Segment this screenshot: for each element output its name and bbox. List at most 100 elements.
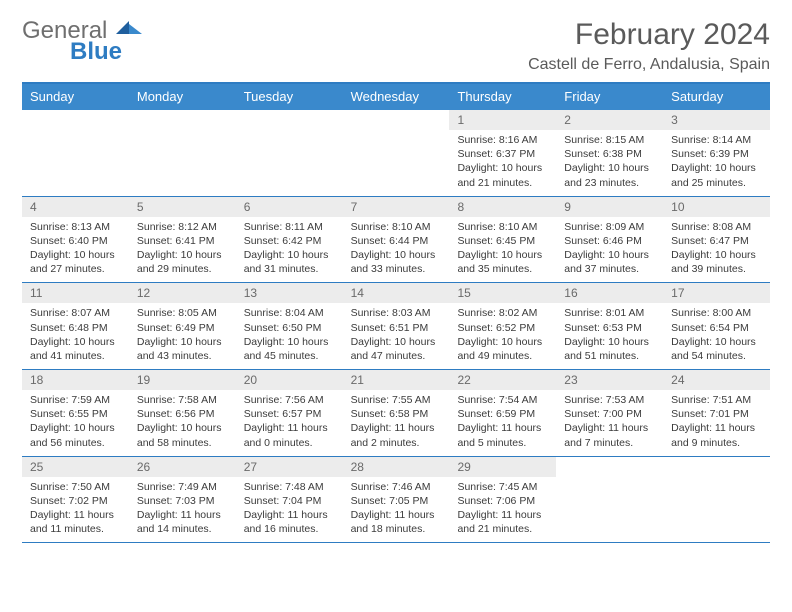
day-body: Sunrise: 7:48 AMSunset: 7:04 PMDaylight:… [236,477,343,543]
day-body: Sunrise: 7:49 AMSunset: 7:03 PMDaylight:… [129,477,236,543]
title-block: February 2024 Castell de Ferro, Andalusi… [528,18,770,74]
week-row: 18Sunrise: 7:59 AMSunset: 6:55 PMDayligh… [22,370,770,457]
day-body: Sunrise: 7:54 AMSunset: 6:59 PMDaylight:… [449,390,556,456]
day-number: 10 [663,197,770,217]
day-body: Sunrise: 8:10 AMSunset: 6:45 PMDaylight:… [449,217,556,283]
day-number: 1 [449,110,556,130]
brand-blue: Blue [70,40,142,64]
day-cell: 24Sunrise: 7:51 AMSunset: 7:01 PMDayligh… [663,370,770,456]
day-body: Sunrise: 8:11 AMSunset: 6:42 PMDaylight:… [236,217,343,283]
day-cell: 29Sunrise: 7:45 AMSunset: 7:06 PMDayligh… [449,457,556,543]
day-cell: 13Sunrise: 8:04 AMSunset: 6:50 PMDayligh… [236,283,343,369]
day-number: 21 [343,370,450,390]
day-number: 26 [129,457,236,477]
day-body: Sunrise: 8:02 AMSunset: 6:52 PMDaylight:… [449,303,556,369]
day-body: Sunrise: 7:56 AMSunset: 6:57 PMDaylight:… [236,390,343,456]
day-cell: 23Sunrise: 7:53 AMSunset: 7:00 PMDayligh… [556,370,663,456]
day-cell: 5Sunrise: 8:12 AMSunset: 6:41 PMDaylight… [129,197,236,283]
brand-logo: General Blue [22,18,142,64]
week-row: 1Sunrise: 8:16 AMSunset: 6:37 PMDaylight… [22,110,770,197]
day-number [22,110,129,130]
day-cell [236,110,343,196]
day-body: Sunrise: 8:09 AMSunset: 6:46 PMDaylight:… [556,217,663,283]
day-number: 2 [556,110,663,130]
day-body [556,477,663,486]
day-cell: 2Sunrise: 8:15 AMSunset: 6:38 PMDaylight… [556,110,663,196]
day-number: 4 [22,197,129,217]
day-body: Sunrise: 7:55 AMSunset: 6:58 PMDaylight:… [343,390,450,456]
day-cell: 16Sunrise: 8:01 AMSunset: 6:53 PMDayligh… [556,283,663,369]
day-cell: 28Sunrise: 7:46 AMSunset: 7:05 PMDayligh… [343,457,450,543]
day-number [343,110,450,130]
day-body: Sunrise: 8:03 AMSunset: 6:51 PMDaylight:… [343,303,450,369]
day-number: 9 [556,197,663,217]
day-number: 14 [343,283,450,303]
day-body: Sunrise: 7:53 AMSunset: 7:00 PMDaylight:… [556,390,663,456]
day-cell: 8Sunrise: 8:10 AMSunset: 6:45 PMDaylight… [449,197,556,283]
day-body: Sunrise: 8:04 AMSunset: 6:50 PMDaylight:… [236,303,343,369]
location-subtitle: Castell de Ferro, Andalusia, Spain [528,56,770,74]
day-number [663,457,770,477]
day-cell: 19Sunrise: 7:58 AMSunset: 6:56 PMDayligh… [129,370,236,456]
day-number: 18 [22,370,129,390]
day-number: 23 [556,370,663,390]
day-cell: 10Sunrise: 8:08 AMSunset: 6:47 PMDayligh… [663,197,770,283]
day-body: Sunrise: 7:45 AMSunset: 7:06 PMDaylight:… [449,477,556,543]
day-body [129,130,236,139]
day-cell: 12Sunrise: 8:05 AMSunset: 6:49 PMDayligh… [129,283,236,369]
weekday-header: Saturday [663,84,770,110]
weekday-header: Wednesday [343,84,450,110]
weekday-header: Monday [129,84,236,110]
weekday-header: Sunday [22,84,129,110]
day-number: 20 [236,370,343,390]
day-number [556,457,663,477]
day-body: Sunrise: 7:50 AMSunset: 7:02 PMDaylight:… [22,477,129,543]
week-row: 25Sunrise: 7:50 AMSunset: 7:02 PMDayligh… [22,457,770,544]
day-body: Sunrise: 8:16 AMSunset: 6:37 PMDaylight:… [449,130,556,196]
day-number: 19 [129,370,236,390]
day-cell: 11Sunrise: 8:07 AMSunset: 6:48 PMDayligh… [22,283,129,369]
day-number: 28 [343,457,450,477]
day-body: Sunrise: 8:07 AMSunset: 6:48 PMDaylight:… [22,303,129,369]
day-body [343,130,450,139]
day-cell: 7Sunrise: 8:10 AMSunset: 6:44 PMDaylight… [343,197,450,283]
calendar-grid: SundayMondayTuesdayWednesdayThursdayFrid… [22,82,770,543]
day-cell: 21Sunrise: 7:55 AMSunset: 6:58 PMDayligh… [343,370,450,456]
day-number: 16 [556,283,663,303]
day-cell: 14Sunrise: 8:03 AMSunset: 6:51 PMDayligh… [343,283,450,369]
day-cell [556,457,663,543]
day-number: 25 [22,457,129,477]
day-number: 3 [663,110,770,130]
day-cell: 27Sunrise: 7:48 AMSunset: 7:04 PMDayligh… [236,457,343,543]
month-title: February 2024 [528,18,770,52]
day-cell [129,110,236,196]
day-body: Sunrise: 8:01 AMSunset: 6:53 PMDaylight:… [556,303,663,369]
weekday-header: Friday [556,84,663,110]
weekday-header-row: SundayMondayTuesdayWednesdayThursdayFrid… [22,84,770,110]
day-cell [663,457,770,543]
day-number [236,110,343,130]
day-number: 8 [449,197,556,217]
day-body: Sunrise: 8:08 AMSunset: 6:47 PMDaylight:… [663,217,770,283]
day-body [22,130,129,139]
day-cell [22,110,129,196]
day-number: 24 [663,370,770,390]
day-body: Sunrise: 8:14 AMSunset: 6:39 PMDaylight:… [663,130,770,196]
day-body: Sunrise: 7:46 AMSunset: 7:05 PMDaylight:… [343,477,450,543]
day-cell: 26Sunrise: 7:49 AMSunset: 7:03 PMDayligh… [129,457,236,543]
day-number: 13 [236,283,343,303]
day-cell: 25Sunrise: 7:50 AMSunset: 7:02 PMDayligh… [22,457,129,543]
day-body: Sunrise: 7:51 AMSunset: 7:01 PMDaylight:… [663,390,770,456]
day-body: Sunrise: 8:05 AMSunset: 6:49 PMDaylight:… [129,303,236,369]
weekday-header: Tuesday [236,84,343,110]
day-number: 15 [449,283,556,303]
brand-text: General Blue [22,18,142,64]
day-cell [343,110,450,196]
week-row: 11Sunrise: 8:07 AMSunset: 6:48 PMDayligh… [22,283,770,370]
day-cell: 6Sunrise: 8:11 AMSunset: 6:42 PMDaylight… [236,197,343,283]
weekday-header: Thursday [449,84,556,110]
day-body [236,130,343,139]
header-row: General Blue February 2024 Castell de Fe… [22,18,770,74]
day-number: 6 [236,197,343,217]
day-cell: 4Sunrise: 8:13 AMSunset: 6:40 PMDaylight… [22,197,129,283]
